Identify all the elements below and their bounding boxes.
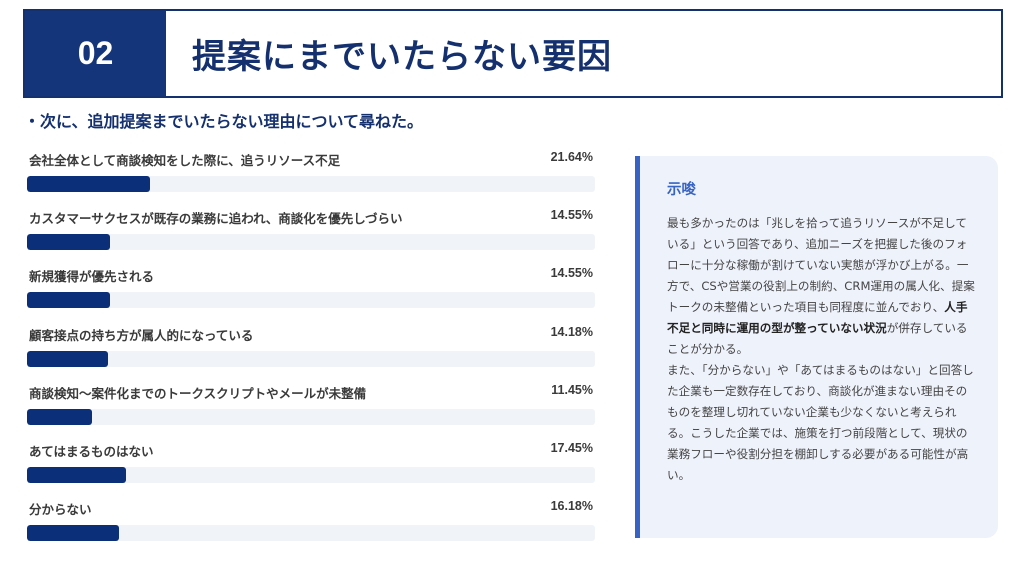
section-number: 02: [25, 11, 166, 96]
page-title: 提案にまでいたらない要因: [192, 37, 612, 77]
bar-value: 14.18%: [550, 324, 593, 339]
chart-row: カスタマーサクセスが既存の業務に追われ、商談化を優先しづらい 14.55%: [27, 208, 595, 266]
bar-track: [27, 292, 595, 309]
section-header: 02 提案にまでいたらない要因: [23, 9, 1003, 98]
insight-text: また、「分からない」や「あてはまるものはない」と回答した企業も一定数存在しており…: [667, 363, 974, 482]
bar-track: [27, 525, 595, 542]
insight-body: 最も多かったのは「兆しを拾って追うリソースが不足している」という回答であり、追加…: [667, 213, 978, 486]
bar-fill: [27, 292, 110, 309]
bar-track: [27, 408, 595, 425]
bar-value: 21.64%: [550, 150, 593, 164]
chart-row: 会社全体として商談検知をした際に、追うリソース不足 21.64%: [27, 150, 595, 208]
chart-row: あてはまるものはない 17.45%: [27, 441, 595, 499]
bar-fill: [27, 408, 93, 425]
insight-title: 示唆: [667, 182, 696, 198]
bar-value: 14.55%: [550, 266, 593, 281]
bar-track: [27, 176, 595, 192]
bar-label: 商談検知〜案件化までのトークスクリプトやメールが未整備: [29, 385, 367, 401]
bar-label: 顧客接点の持ち方が属人的になっている: [29, 327, 254, 343]
bar-track: [27, 350, 595, 367]
bar-fill: [27, 350, 108, 367]
bar-label: 分からない: [29, 502, 92, 518]
bar-fill: [27, 176, 150, 192]
bar-track: [27, 234, 595, 251]
chart-subtitle: ・次に、追加提案までいたらない理由について尋ねた。: [24, 112, 424, 131]
bar-value: 16.18%: [550, 499, 593, 514]
bar-label: 新規獲得が優先される: [29, 269, 155, 285]
bar-chart: 会社全体として商談検知をした際に、追うリソース不足 21.64% カスタマーサク…: [27, 150, 595, 557]
insight-text: が併存していることが分かる。: [667, 321, 968, 356]
bar-track: [27, 466, 595, 483]
bar-fill: [27, 466, 127, 483]
chart-row: 分からない 16.18%: [27, 499, 595, 557]
bar-label: カスタマーサクセスが既存の業務に追われ、商談化を優先しづらい: [29, 211, 403, 227]
bar-fill: [27, 525, 119, 542]
chart-row: 商談検知〜案件化までのトークスクリプトやメールが未整備 11.45%: [27, 383, 595, 441]
insight-text: 最も多かったのは「兆しを拾って追うリソースが不足している」という回答であり、追加…: [667, 216, 975, 314]
bar-label: 会社全体として商談検知をした際に、追うリソース不足: [29, 153, 341, 168]
chart-row: 新規獲得が優先される 14.55%: [27, 266, 595, 324]
bar-value: 11.45%: [551, 382, 593, 397]
bar-value: 14.55%: [550, 208, 593, 223]
chart-row: 顧客接点の持ち方が属人的になっている 14.18%: [27, 325, 595, 383]
bar-label: あてはまるものはない: [29, 443, 154, 459]
bar-value: 17.45%: [550, 440, 593, 455]
insight-emphasis: 人手不足と同時に運用の型が整っていない状況: [667, 300, 968, 335]
bar-fill: [27, 234, 110, 251]
insight-panel: 示唆 最も多かったのは「兆しを拾って追うリソースが不足している」という回答であり…: [635, 156, 998, 538]
